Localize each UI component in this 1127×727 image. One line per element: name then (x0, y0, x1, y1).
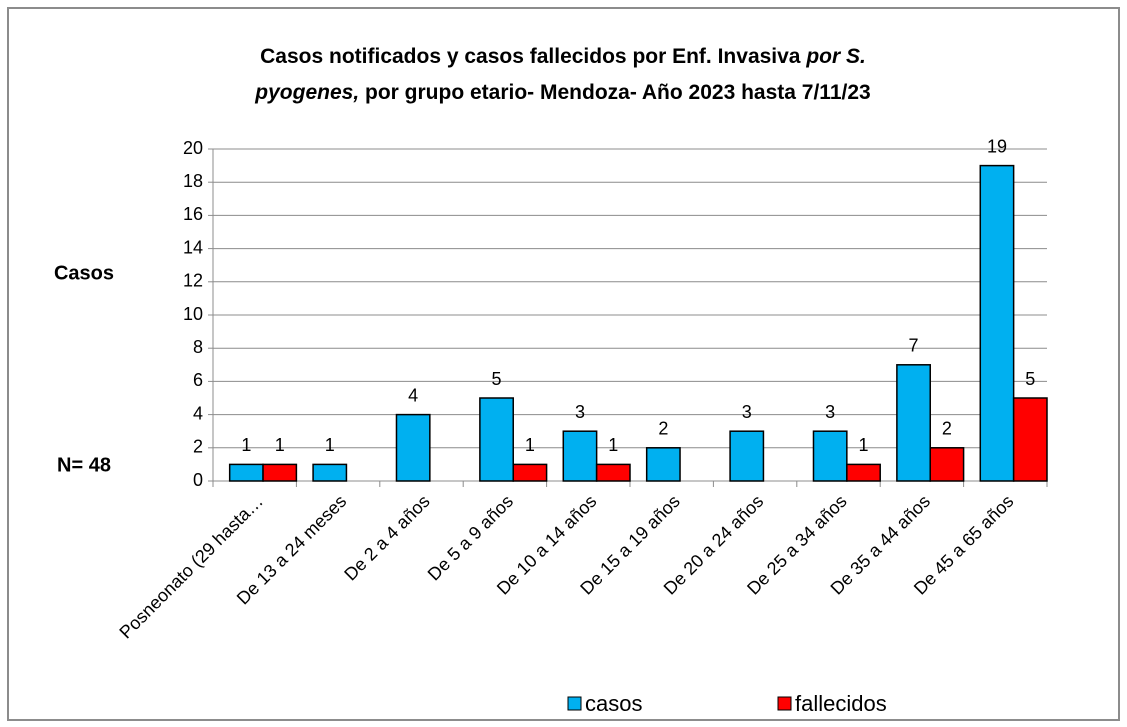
data-label: 1 (325, 435, 335, 455)
data-label: 3 (575, 402, 585, 422)
y-tick-label: 20 (183, 138, 203, 158)
bar (1012, 397, 1048, 482)
legend-swatch (567, 696, 582, 711)
bar (395, 413, 431, 482)
y-tick-label: 2 (193, 437, 203, 457)
bar (262, 463, 298, 482)
data-label: 1 (608, 435, 618, 455)
data-label: 5 (1025, 369, 1035, 389)
annotation: N= 48 (57, 454, 111, 476)
bar (228, 463, 264, 482)
data-label: 2 (942, 419, 952, 439)
chart-frame (7, 7, 1120, 721)
data-label: 2 (658, 419, 668, 439)
bar (312, 463, 348, 482)
data-label: 19 (987, 136, 1007, 156)
bar (812, 430, 848, 482)
y-tick-label: 18 (183, 171, 203, 191)
bar (479, 397, 514, 482)
bar (979, 164, 1015, 482)
y-tick-label: 16 (183, 204, 203, 224)
data-label: 5 (492, 369, 502, 389)
y-axis-label: Casos (54, 262, 114, 284)
data-label: 1 (275, 435, 285, 455)
bar (645, 447, 681, 482)
y-tick-label: 10 (183, 304, 203, 324)
bar (896, 364, 931, 482)
y-tick-label: 4 (193, 403, 203, 423)
legend-swatch (777, 696, 792, 711)
bar (729, 430, 765, 482)
chart-title: pyogenes, por grupo etario- Mendoza- Año… (254, 81, 870, 104)
title-run: por grupo etario- Mendoza- Año 2023 hast… (359, 81, 871, 104)
title-run: pyogenes, (254, 81, 359, 104)
data-label: 4 (408, 385, 418, 405)
bar (562, 430, 598, 482)
y-tick-label: 8 (193, 337, 203, 357)
data-label: 1 (525, 435, 535, 455)
bar (929, 447, 965, 482)
bar (595, 463, 631, 482)
data-label: 3 (742, 402, 752, 422)
y-tick-label: 14 (183, 237, 203, 257)
chart-title: Casos notificados y casos fallecidos por… (260, 45, 866, 68)
data-label: 1 (859, 435, 869, 455)
y-tick-label: 12 (183, 271, 203, 291)
data-label: 1 (241, 435, 251, 455)
y-tick-label: 6 (193, 370, 203, 390)
bar (846, 463, 881, 482)
title-run: Casos notificados y casos fallecidos por… (260, 45, 806, 68)
legend-label: fallecidos (795, 691, 887, 716)
data-label: 7 (909, 336, 919, 356)
legend-label: casos (585, 691, 642, 716)
title-run: por S. (805, 45, 866, 68)
bar (512, 463, 548, 482)
y-tick-label: 0 (193, 470, 203, 490)
data-label: 3 (825, 402, 835, 422)
